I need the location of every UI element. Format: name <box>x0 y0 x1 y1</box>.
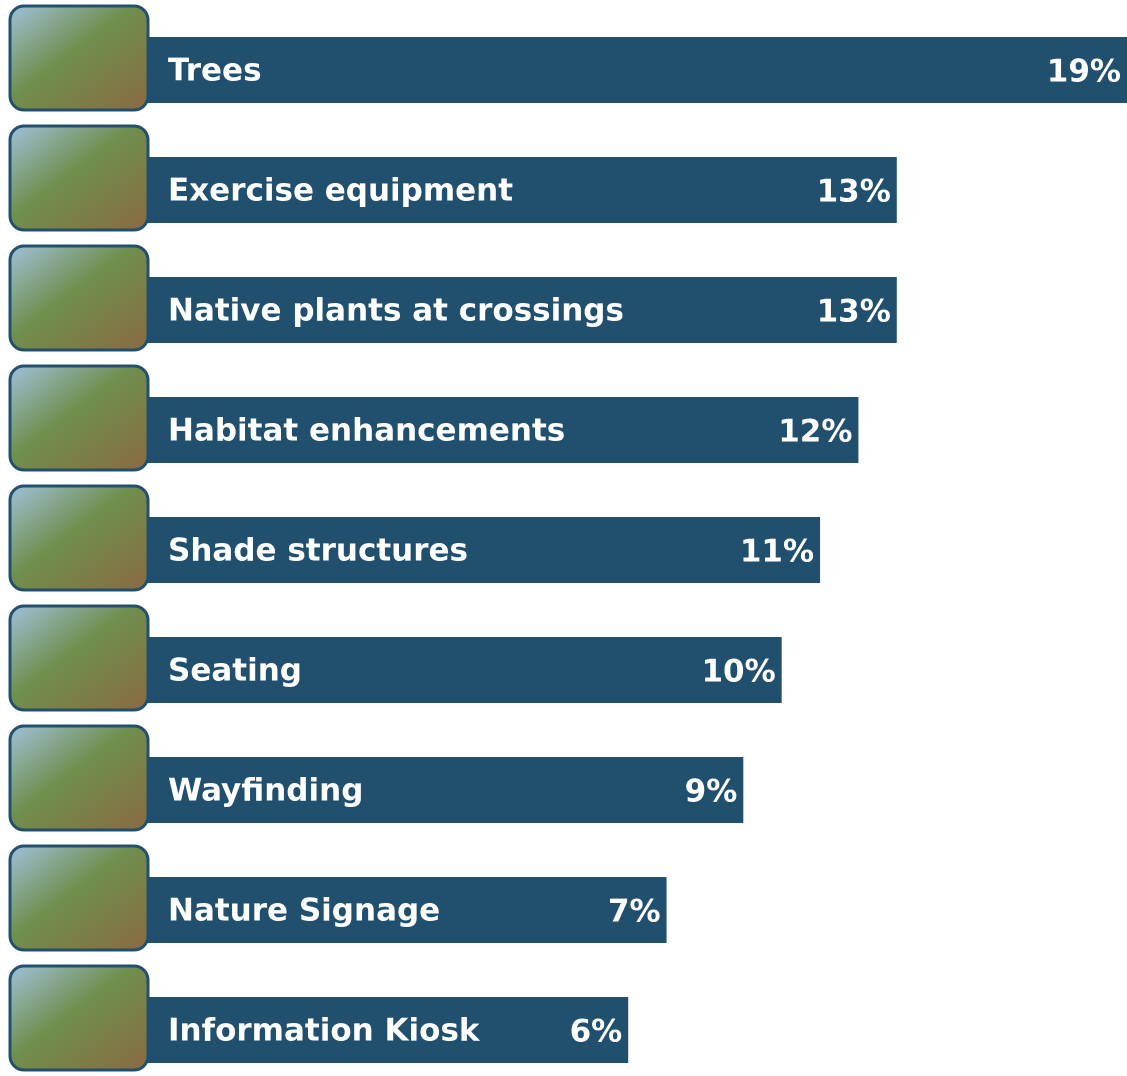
photo <box>8 604 150 712</box>
category-label: Native plants at crossings <box>168 293 624 329</box>
value-label: 9% <box>685 774 738 810</box>
bar <box>148 277 897 343</box>
photo <box>8 364 150 472</box>
photo <box>8 244 150 352</box>
category-label: Exercise equipment <box>168 173 513 209</box>
photo <box>8 844 150 952</box>
photo <box>8 724 150 832</box>
value-label: 10% <box>701 654 775 690</box>
bar <box>148 157 897 223</box>
category-label: Shade structures <box>168 533 468 569</box>
category-label: Habitat enhancements <box>168 413 565 449</box>
value-label: 13% <box>817 294 891 330</box>
category-label: Nature Signage <box>168 893 440 929</box>
bar <box>148 397 859 463</box>
bar <box>148 877 667 943</box>
value-label: 11% <box>740 534 814 570</box>
photo <box>8 4 150 112</box>
value-label: 13% <box>817 174 891 210</box>
bar <box>148 517 821 583</box>
photo <box>8 124 150 232</box>
photo <box>8 484 150 592</box>
value-label: 6% <box>570 1014 623 1050</box>
bar <box>148 757 744 823</box>
value-label: 7% <box>608 894 661 930</box>
bar <box>148 637 782 703</box>
bar <box>148 997 629 1063</box>
photo <box>8 964 150 1072</box>
value-label: 19% <box>1047 54 1121 90</box>
value-label: 12% <box>778 414 852 450</box>
bar <box>148 37 1127 103</box>
category-label: Seating <box>168 653 302 689</box>
category-label: Information Kiosk <box>168 1013 481 1049</box>
category-label: Wayfinding <box>168 773 363 809</box>
category-label: Trees <box>168 53 262 89</box>
